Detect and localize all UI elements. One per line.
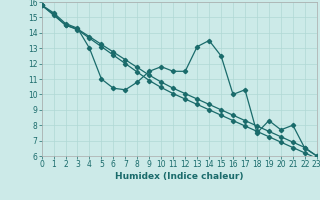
X-axis label: Humidex (Indice chaleur): Humidex (Indice chaleur) (115, 172, 244, 181)
